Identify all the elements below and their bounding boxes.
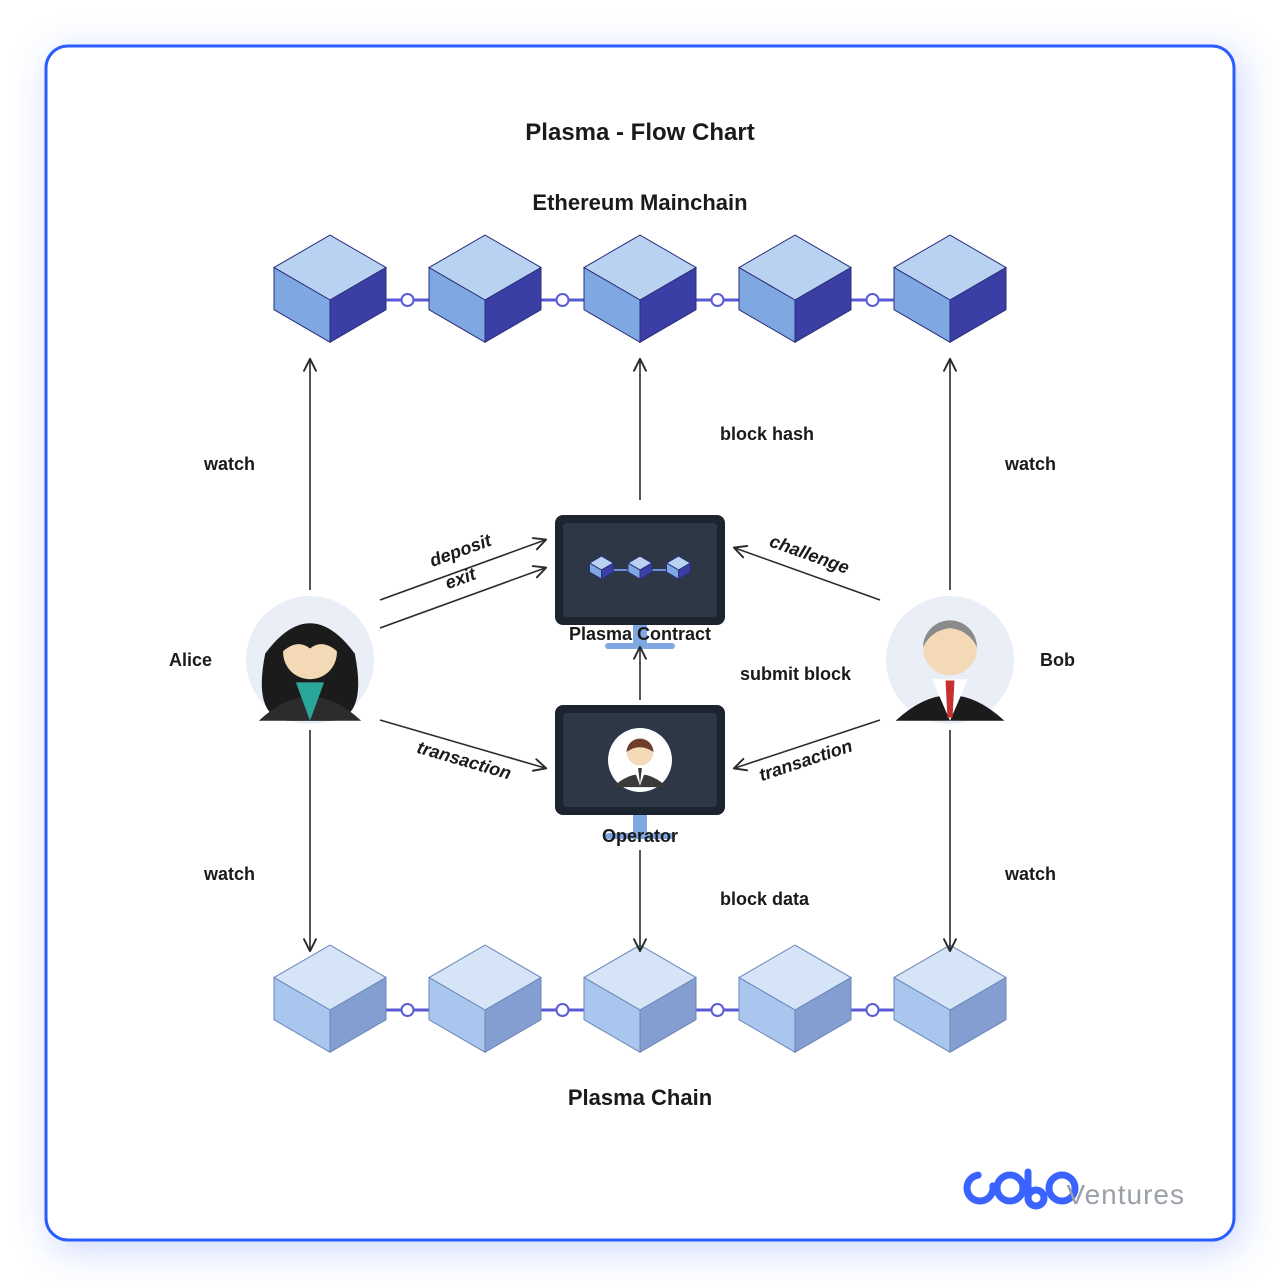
operator-label: Operator xyxy=(602,826,678,846)
diagram-title: Plasma - Flow Chart xyxy=(525,119,754,146)
bob-avatar-icon xyxy=(886,596,1014,724)
arrow-label-alice-watch-up: watch xyxy=(203,454,255,474)
plasmachain-label: Plasma Chain xyxy=(568,1085,712,1110)
arrow-label-blockhash-up: block hash xyxy=(720,424,814,444)
operator-avatar-icon xyxy=(608,728,672,792)
brand-text: Ventures xyxy=(1066,1179,1185,1210)
arrow-label-blockdata-down: block data xyxy=(720,889,810,909)
arrow-label-bob-watch-down: watch xyxy=(1004,864,1056,884)
alice-label: Alice xyxy=(169,650,212,670)
mainchain-label: Ethereum Mainchain xyxy=(532,190,747,215)
alice-avatar-icon xyxy=(246,596,374,724)
plasma-contract-label: Plasma Contract xyxy=(569,624,711,644)
arrow-label-submit-block: submit block xyxy=(740,664,852,684)
arrow-label-bob-watch-up: watch xyxy=(1004,454,1056,474)
arrow-label-alice-watch-down: watch xyxy=(203,864,255,884)
bob-label: Bob xyxy=(1040,650,1075,670)
